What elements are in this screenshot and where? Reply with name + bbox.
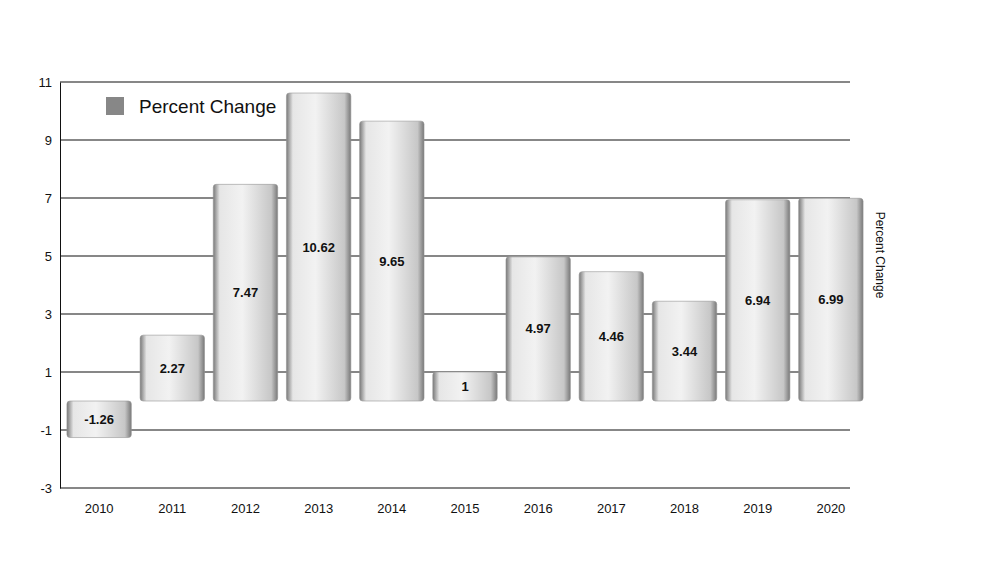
data-label: 3.44: [672, 344, 698, 359]
x-tick-label: 2012: [231, 501, 260, 516]
grid-line: [60, 429, 850, 430]
legend-swatch: [106, 97, 124, 115]
x-tick-label: 2011: [158, 501, 186, 516]
chart: -3-1135791120102011201220132014201520162…: [0, 0, 1000, 578]
bar: [799, 198, 863, 401]
y-tick: 11: [39, 75, 61, 90]
grid-line: [60, 81, 850, 82]
grid-line: [60, 197, 850, 198]
data-label: 4.97: [526, 321, 551, 336]
y-axis-line: [60, 83, 61, 489]
x-tick-label: 2010: [85, 501, 114, 516]
y-axis: -3 -1 1 3 5 7 9 11: [39, 75, 61, 496]
y-tick-label: 5: [45, 249, 52, 264]
x-tick-label: 2014: [377, 501, 406, 516]
x-tick-label: 2019: [743, 501, 772, 516]
data-label: 1: [461, 379, 468, 394]
data-label: 7.47: [233, 285, 258, 300]
y-axis-title: Percent Change: [873, 212, 887, 299]
y-tick: 9: [45, 133, 60, 148]
x-tick-label: 2015: [451, 501, 480, 516]
y-tick-label: -1: [40, 423, 52, 438]
legend: Percent Change: [106, 96, 276, 117]
bar: [726, 200, 790, 401]
bar: [506, 257, 570, 401]
y-tick-label: 11: [39, 75, 53, 90]
y-tick-label: 1: [45, 365, 52, 380]
y-tick-label: 7: [45, 191, 52, 206]
bar: [140, 335, 204, 401]
data-label: -1.26: [84, 412, 114, 427]
data-labels: -1.26 2.27 7.47 10.62 9.65 1 4.97 4.46 3.44 6.94 6…: [84, 240, 843, 427]
x-tick: 2019: [743, 498, 772, 516]
data-label: 4.46: [599, 329, 624, 344]
x-tick: 2012: [231, 498, 260, 516]
y-tick-label: 3: [45, 307, 52, 322]
x-tick: 2018: [670, 498, 699, 516]
x-tick-label: 2016: [524, 501, 553, 516]
y-tick: 3: [45, 307, 60, 322]
legend-label: Percent Change: [139, 96, 276, 117]
data-label: 10.62: [302, 240, 335, 255]
grid: [60, 82, 850, 488]
bar: [360, 121, 424, 401]
data-label: 6.94: [745, 293, 771, 308]
grid-line: [60, 139, 850, 140]
x-tick: 2015: [451, 498, 480, 516]
x-axis: 2010 2011 2012 2013 2014 2015 2016 2017 2018 2019…: [85, 498, 846, 516]
y-tick-label: 9: [45, 133, 52, 148]
x-tick: 2017: [597, 498, 626, 516]
y-tick: -3: [40, 481, 60, 496]
y-tick: 5: [45, 249, 60, 264]
bars: [67, 93, 863, 438]
x-tick: 2013: [304, 498, 333, 516]
data-label: 6.99: [818, 292, 843, 307]
x-tick: 2020: [816, 498, 845, 516]
bar: [67, 401, 131, 438]
data-label: 2.27: [160, 361, 185, 376]
x-tick-label: 2013: [304, 501, 333, 516]
x-tick: 2016: [524, 498, 553, 516]
x-tick: 2014: [377, 498, 406, 516]
bar: [579, 272, 643, 401]
bar: [652, 301, 716, 401]
x-tick-label: 2017: [597, 501, 626, 516]
x-tick-label: 2018: [670, 501, 699, 516]
grid-line: [60, 487, 850, 488]
y-tick: -1: [40, 423, 60, 438]
y-tick: 7: [45, 191, 60, 206]
bar: [286, 93, 350, 401]
x-tick-label: 2020: [816, 501, 845, 516]
bar: [433, 372, 497, 401]
y-tick-label: -3: [40, 481, 52, 496]
x-tick: 2011: [158, 498, 186, 516]
bar: [213, 184, 277, 401]
x-tick: 2010: [85, 498, 114, 516]
data-label: 9.65: [379, 254, 404, 269]
y-tick: 1: [45, 365, 60, 380]
